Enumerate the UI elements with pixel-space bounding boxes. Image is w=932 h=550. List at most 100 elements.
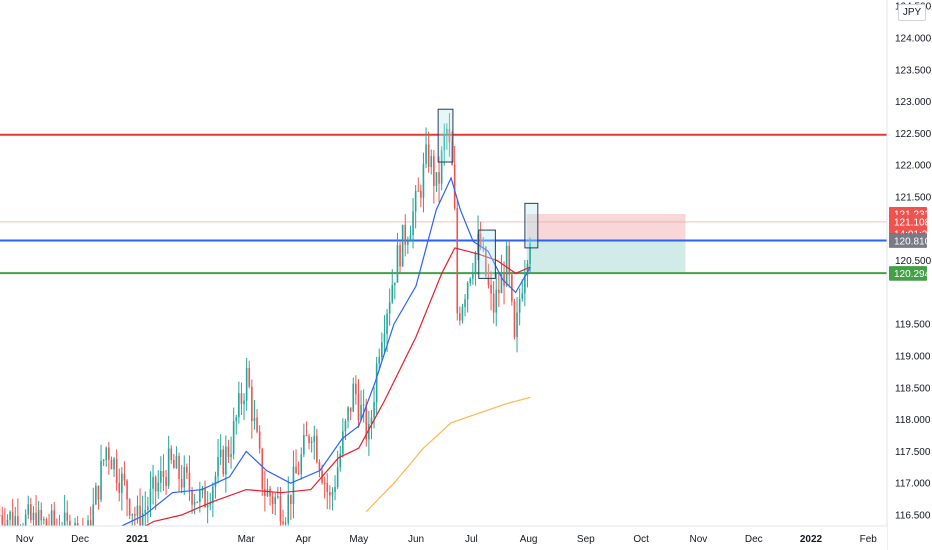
candle-body: [498, 289, 500, 294]
candle-body: [193, 501, 196, 505]
candle-body: [430, 156, 433, 168]
candle-body: [30, 504, 32, 521]
ma-fast-line: [111, 176, 531, 532]
candle-body: [518, 298, 521, 313]
candle-body: [100, 460, 102, 500]
candle-body: [464, 299, 466, 307]
candle-body: [123, 473, 126, 481]
candle-body: [453, 164, 456, 209]
time-tick-label: 2021: [126, 534, 149, 545]
moving-averages: [111, 176, 531, 535]
candle-body: [50, 510, 53, 529]
time-tick-label: Dec: [71, 534, 89, 545]
candle-body: [162, 471, 165, 478]
candle-body: [459, 313, 461, 321]
candle-body: [466, 283, 469, 300]
candle-body: [526, 263, 529, 276]
candle-body: [394, 282, 396, 286]
candle-body: [339, 453, 342, 468]
candle-body: [277, 496, 279, 498]
candle-body: [214, 476, 217, 487]
candle-body: [152, 476, 154, 489]
candle-body: [383, 333, 386, 343]
candle-body: [342, 431, 344, 454]
price-tick-label: 119.500: [895, 320, 931, 331]
candle-body: [472, 274, 474, 279]
candle-body: [323, 482, 326, 484]
price-tick-label: 119.000: [895, 352, 931, 363]
candle-body: [469, 278, 472, 284]
price-tag: [889, 233, 927, 248]
candle-body: [186, 466, 188, 473]
candle-body: [160, 471, 162, 483]
candle-body: [232, 421, 235, 455]
candle-body: [386, 313, 388, 334]
candle-body: [477, 233, 479, 253]
candle-body: [334, 486, 336, 493]
candle-body: [118, 482, 121, 493]
candle-body: [63, 512, 66, 537]
candle-body: [433, 156, 435, 186]
candle-body: [485, 247, 487, 277]
candle-body: [425, 144, 427, 164]
candle-body: [269, 488, 271, 497]
candle-body: [53, 510, 56, 527]
candle-body: [136, 505, 139, 516]
candle-body: [513, 301, 516, 338]
candle-body: [264, 489, 266, 496]
candle-body: [409, 235, 412, 242]
candle-body: [238, 393, 240, 418]
candle-body: [178, 456, 180, 480]
candle-body: [204, 488, 206, 508]
price-tick-label: 124.000: [895, 34, 932, 45]
candle-body: [110, 459, 113, 470]
candle-body: [305, 435, 308, 437]
candle-body: [331, 492, 334, 496]
time-axis: Nov Dec 2021 Mar Apr May Jun Jul Aug Sep Oct Nov Dec…: [0, 525, 887, 550]
candle-body: [251, 386, 253, 422]
candle-body: [261, 448, 264, 490]
candle-body: [167, 448, 170, 487]
candle-body: [217, 456, 219, 477]
candle-body: [115, 458, 118, 483]
candle-body: [14, 516, 17, 528]
candle-body: [43, 519, 45, 521]
highlight-box-2: [478, 229, 496, 279]
candle-body: [300, 454, 303, 475]
time-tick-label: Aug: [520, 534, 538, 545]
stop-loss-zone: [526, 213, 686, 241]
highlight-box-3: [524, 202, 539, 249]
candle-body: [191, 489, 193, 505]
candle-body: [95, 485, 97, 505]
take-profit-zone: [526, 240, 686, 274]
candle-body: [188, 472, 191, 490]
candle-body: [308, 436, 310, 443]
candle-body: [183, 466, 186, 488]
candle-body: [225, 446, 227, 475]
candle-body: [461, 306, 464, 321]
candle-body: [407, 241, 409, 245]
candle-body: [417, 190, 420, 192]
candle-body: [344, 420, 347, 432]
candle-body: [292, 466, 295, 504]
position-zones: [526, 213, 686, 274]
candle-body: [448, 128, 451, 143]
time-tick-label: Dec: [745, 534, 763, 545]
candle-body: [32, 512, 35, 521]
candle-body: [357, 394, 360, 420]
candle-body: [271, 496, 274, 505]
candle-body: [266, 488, 269, 496]
candle-body: [487, 276, 490, 285]
ma-slow-line: [365, 396, 531, 513]
candle-body: [45, 519, 48, 527]
currency-badge[interactable]: JPY: [898, 4, 926, 21]
candle-body: [11, 511, 14, 528]
candle-body: [427, 144, 430, 168]
candle-body: [336, 467, 339, 487]
price-tag-label: 120.294: [894, 269, 931, 280]
price-tick-label: 118.500: [895, 383, 931, 394]
price-tags: 121.233121.10814:01:29120.817120.810120.…: [889, 206, 932, 281]
time-axis-bg: [0, 526, 887, 550]
candle-body: [27, 504, 30, 515]
